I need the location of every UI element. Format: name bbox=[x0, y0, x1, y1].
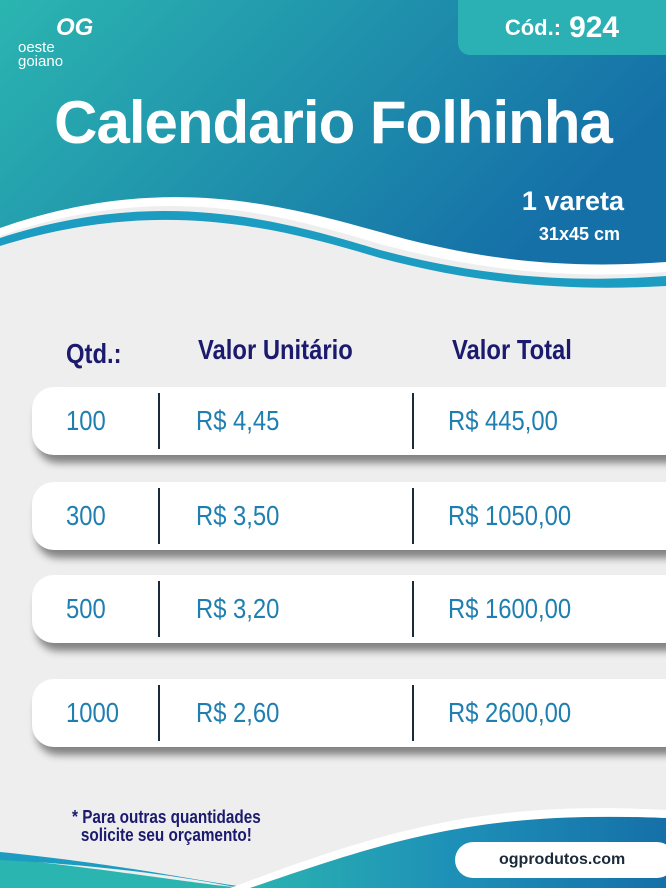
qty-cell: 300 bbox=[66, 500, 106, 531]
header-unit-price: Valor Unitário bbox=[198, 334, 353, 365]
divider bbox=[412, 685, 414, 741]
total-cell: R$ 445,00 bbox=[448, 405, 558, 436]
code-label: Cód.: bbox=[504, 14, 562, 40]
qty-cell: 1000 bbox=[66, 697, 119, 728]
divider bbox=[412, 581, 414, 637]
divider bbox=[158, 488, 160, 544]
product-code-badge: Cód.: 924 bbox=[458, 0, 666, 55]
page-title: Calendario Folhinha bbox=[54, 89, 613, 156]
note-line2: solicite seu orçamento! bbox=[80, 825, 252, 845]
code-number: 924 bbox=[569, 10, 620, 44]
table-row: 500 R$ 3,20 R$ 1600,00 bbox=[32, 575, 666, 643]
total-cell: R$ 1050,00 bbox=[448, 500, 572, 531]
unit-cell: R$ 2,60 bbox=[196, 697, 280, 728]
subtitle-size: 31x45 cm bbox=[538, 224, 620, 244]
logo-word2: goiano bbox=[18, 53, 64, 70]
qty-cell: 500 bbox=[66, 593, 106, 624]
note-line1: * Para outras quantidades bbox=[72, 807, 261, 827]
unit-cell: R$ 3,50 bbox=[196, 500, 280, 531]
divider bbox=[412, 488, 414, 544]
table-row: 1000 R$ 2,60 R$ 2600,00 bbox=[32, 679, 666, 747]
table-row: 100 R$ 4,45 R$ 445,00 bbox=[32, 387, 666, 455]
logo-mark: OG bbox=[56, 14, 94, 41]
divider bbox=[412, 393, 414, 449]
unit-cell: R$ 4,45 bbox=[196, 405, 280, 436]
total-cell: R$ 2600,00 bbox=[448, 697, 572, 728]
quote-note: * Para outras quantidades solicite seu o… bbox=[72, 808, 261, 844]
divider bbox=[158, 581, 160, 637]
website-link[interactable]: ogprodutos.com bbox=[455, 842, 666, 878]
unit-cell: R$ 3,20 bbox=[196, 593, 280, 624]
subtitle-vareta: 1 vareta bbox=[521, 186, 624, 216]
total-cell: R$ 1600,00 bbox=[448, 593, 572, 624]
header-total: Valor Total bbox=[452, 334, 572, 365]
divider bbox=[158, 393, 160, 449]
header-qty: Qtd.: bbox=[66, 338, 122, 369]
logo-word1: oeste bbox=[18, 39, 55, 56]
qty-cell: 100 bbox=[66, 405, 106, 436]
table-row: 300 R$ 3,50 R$ 1050,00 bbox=[32, 482, 666, 550]
divider bbox=[158, 685, 160, 741]
